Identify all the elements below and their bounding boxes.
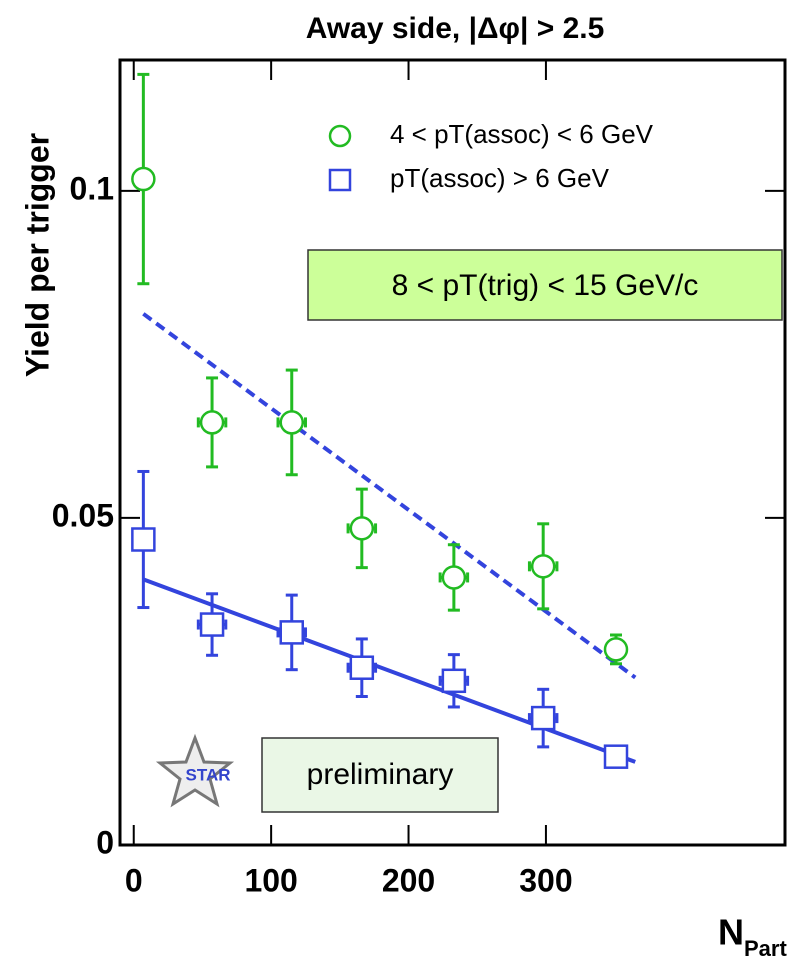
marker: [349, 516, 375, 541]
marker: [530, 554, 556, 579]
x-tick-label: 300: [519, 862, 572, 898]
plot-frame: [118, 58, 787, 847]
marker: [530, 705, 556, 731]
x-axis-label: N: [718, 912, 744, 953]
x-axis-label-sub: Part: [744, 936, 787, 961]
y-axis-label: Yield per trigger: [19, 133, 55, 377]
y-tick-label: 0: [96, 824, 114, 860]
marker: [441, 565, 467, 590]
marker: [199, 612, 225, 637]
fit-line: [142, 312, 637, 680]
marker: [131, 527, 156, 552]
marker: [349, 655, 375, 680]
trigger-box: [307, 249, 783, 321]
chart-title: Away side, |Δφ| > 2.5: [306, 12, 605, 45]
marker: [603, 637, 629, 662]
x-tick-label: 200: [382, 862, 435, 898]
preliminary-label: preliminary: [307, 758, 454, 791]
marker: [279, 410, 304, 435]
star-logo: [155, 733, 235, 808]
legend-marker: [328, 168, 352, 192]
y-tick-label: 0.05: [52, 497, 114, 533]
marker: [441, 668, 467, 694]
y-tick-label: 0.1: [70, 170, 114, 206]
marker: [199, 410, 225, 435]
marker: [131, 166, 156, 192]
legend-marker: [328, 124, 352, 148]
fit-line: [142, 577, 636, 764]
legend-label: pT(assoc) > 6 GeV: [390, 163, 610, 193]
preliminary-box: [261, 737, 499, 813]
trigger-label: 8 < pT(trig) < 15 GeV/c: [392, 269, 699, 302]
logo-label: STAR: [185, 765, 230, 784]
legend-label: 4 < pT(assoc) < 6 GeV: [390, 119, 654, 149]
marker: [603, 744, 629, 769]
x-tick-label: 100: [244, 862, 297, 898]
marker: [279, 620, 304, 645]
x-tick-label: 0: [125, 862, 143, 898]
